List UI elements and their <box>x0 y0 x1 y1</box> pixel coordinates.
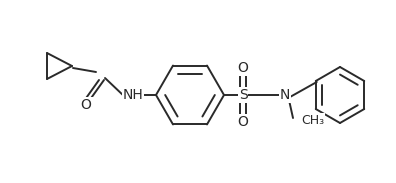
Text: O: O <box>238 61 248 75</box>
Text: O: O <box>80 98 91 112</box>
Text: S: S <box>239 88 248 102</box>
Text: CH₃: CH₃ <box>301 113 324 126</box>
Text: O: O <box>238 115 248 129</box>
Text: N: N <box>280 88 290 102</box>
Text: NH: NH <box>123 88 143 102</box>
